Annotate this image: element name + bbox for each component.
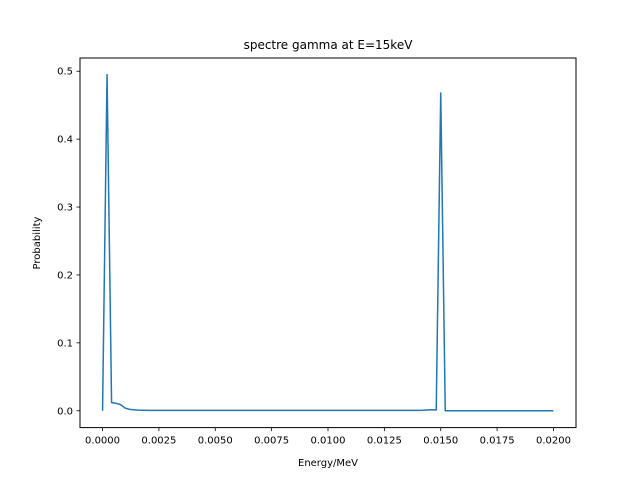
- y-tick-label: 0.5: [57, 67, 73, 78]
- y-tick-label: 0.3: [57, 203, 73, 214]
- y-axis-label: Probability: [32, 216, 43, 269]
- series-line: [101, 73, 554, 412]
- y-tick-label: 0.0: [57, 406, 73, 417]
- x-tick-label: 0.0200: [536, 436, 571, 447]
- y-tick-label: 0.2: [57, 270, 73, 281]
- x-tick-label: 0.0125: [367, 436, 402, 447]
- x-tick-label: 0.0075: [254, 436, 289, 447]
- series-layer: [101, 73, 554, 412]
- x-tick-label: 0.0100: [311, 436, 346, 447]
- chart-title: spectre gamma at E=15keV: [244, 38, 414, 52]
- x-ticks: 0.0000 0.0025 0.0050 0.0075 0.0100 0.0125 0.01…: [85, 427, 571, 447]
- y-tick-label: 0.4: [57, 135, 73, 146]
- x-tick-label: 0.0025: [141, 436, 176, 447]
- x-tick-label: 0.0150: [423, 436, 458, 447]
- x-axis-label: Energy/MeV: [298, 458, 358, 469]
- y-tick-label: 0.1: [57, 338, 73, 349]
- x-tick-label: 0.0175: [480, 436, 515, 447]
- x-tick-label: 0.0050: [198, 436, 233, 447]
- y-ticks: 0.0 0.1 0.2 0.3 0.4 0.5: [57, 67, 80, 417]
- x-tick-label: 0.0000: [85, 436, 120, 447]
